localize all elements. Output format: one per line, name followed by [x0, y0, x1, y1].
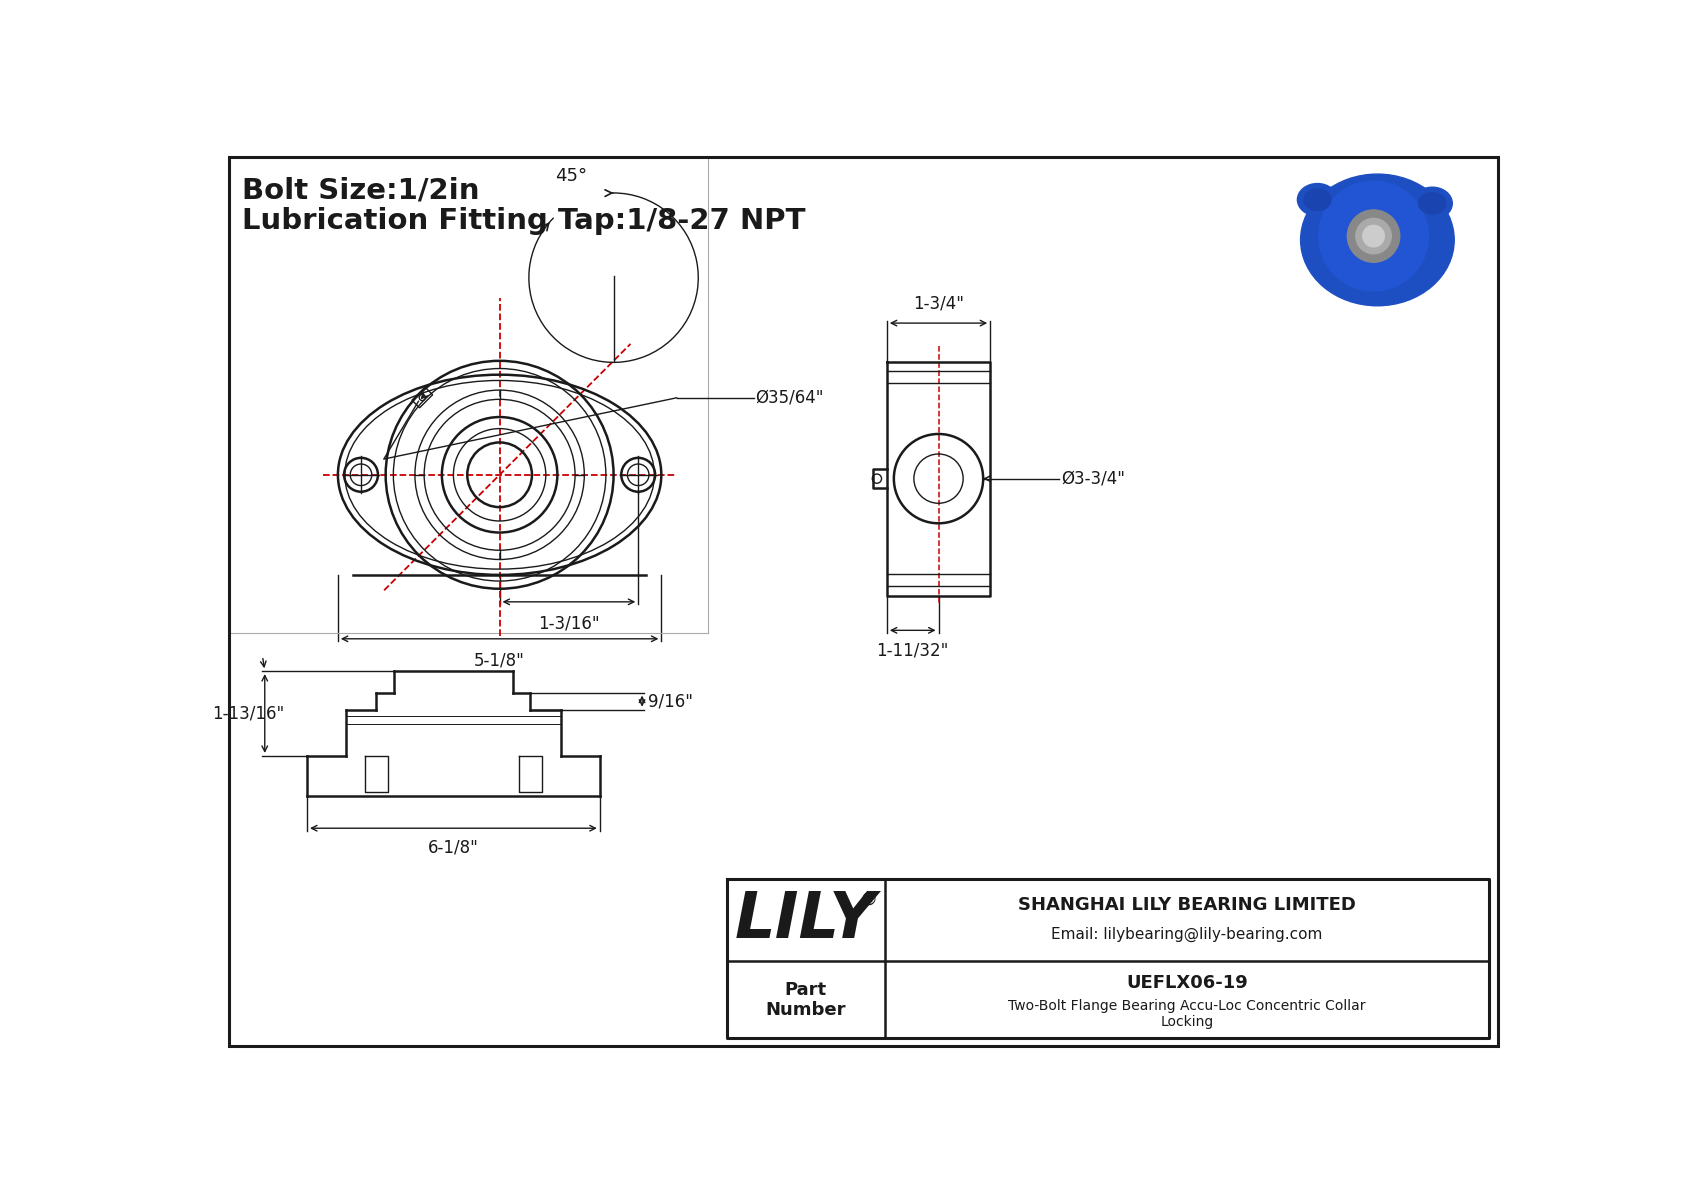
Text: 1-11/32": 1-11/32" [876, 641, 948, 659]
Text: 5-1/8": 5-1/8" [475, 651, 525, 669]
Text: 9/16": 9/16" [648, 692, 694, 710]
Text: Ø3-3/4": Ø3-3/4" [1061, 469, 1125, 487]
Ellipse shape [1297, 183, 1337, 216]
Ellipse shape [1420, 193, 1447, 214]
Ellipse shape [1300, 174, 1455, 306]
Ellipse shape [1347, 210, 1399, 262]
Text: Bolt Size:1/2in: Bolt Size:1/2in [242, 176, 480, 204]
Ellipse shape [1356, 218, 1391, 254]
Ellipse shape [1413, 187, 1452, 219]
Ellipse shape [1303, 189, 1330, 211]
Text: Part
Number: Part Number [766, 980, 845, 1019]
Text: UEFLX06-19: UEFLX06-19 [1127, 974, 1248, 992]
Text: Lubrication Fitting Tap:1/8-27 NPT: Lubrication Fitting Tap:1/8-27 NPT [242, 207, 807, 235]
Text: SHANGHAI LILY BEARING LIMITED: SHANGHAI LILY BEARING LIMITED [1017, 896, 1356, 913]
Text: 1-13/16": 1-13/16" [212, 705, 285, 723]
Text: ®: ® [861, 891, 877, 909]
Text: 45°: 45° [556, 167, 588, 186]
Text: 6-1/8": 6-1/8" [428, 838, 478, 858]
Text: LILY: LILY [734, 890, 876, 952]
Ellipse shape [1319, 181, 1428, 291]
Text: Two-Bolt Flange Bearing Accu-Loc Concentric Collar
Locking: Two-Bolt Flange Bearing Accu-Loc Concent… [1009, 999, 1366, 1029]
Text: Email: lilybearing@lily-bearing.com: Email: lilybearing@lily-bearing.com [1051, 927, 1322, 942]
Text: 1-3/16": 1-3/16" [539, 615, 600, 632]
Ellipse shape [1362, 225, 1384, 247]
Text: 1-3/4": 1-3/4" [913, 294, 963, 312]
Text: Ø35/64": Ø35/64" [754, 388, 823, 407]
